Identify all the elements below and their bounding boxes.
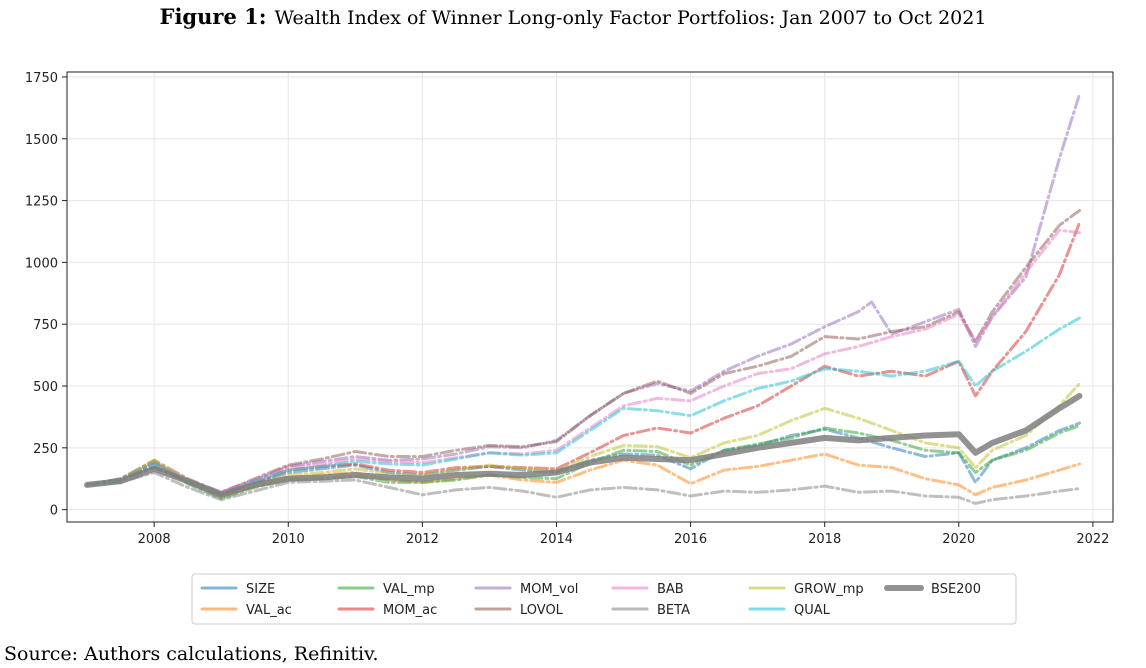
legend-label: GROW_mp xyxy=(794,582,864,597)
y-tick-label: 1750 xyxy=(25,71,58,86)
y-tick-label: 250 xyxy=(33,442,58,457)
legend-label: QUAL xyxy=(794,603,831,618)
x-tick-label: 2022 xyxy=(1076,532,1109,547)
y-tick-label: 0 xyxy=(50,504,58,519)
y-tick-label: 500 xyxy=(33,380,58,395)
series-line-bab xyxy=(85,228,1081,494)
legend-box xyxy=(191,573,1017,625)
figure-number: Figure 1: xyxy=(159,4,267,29)
legend-label: SIZE xyxy=(246,582,275,597)
x-tick-label: 2012 xyxy=(406,532,439,547)
series-line-bse200 xyxy=(84,392,1083,498)
x-tick-label: 2016 xyxy=(674,532,707,547)
source-note: Source: Authors calculations, Refinitiv. xyxy=(4,643,379,665)
x-tick-label: 2020 xyxy=(942,532,975,547)
y-tick-label: 750 xyxy=(33,318,58,333)
legend-label: BETA xyxy=(657,603,690,618)
figure-title-text: Wealth Index of Winner Long-only Factor … xyxy=(274,7,987,29)
series-line-grow-mp xyxy=(85,382,1081,498)
x-tick-label: 2008 xyxy=(138,532,171,547)
series-line-beta xyxy=(85,471,1081,505)
y-tick-label: 1250 xyxy=(25,195,58,210)
legend-label: MOM_ac xyxy=(383,603,437,618)
legend-label: BAB xyxy=(657,582,684,597)
series-line-mom-ac xyxy=(85,221,1081,497)
legend-label: MOM_vol xyxy=(520,582,578,597)
legend-label: LOVOL xyxy=(520,603,564,618)
legend-label: VAL_ac xyxy=(246,603,292,618)
plot-frame xyxy=(66,71,1114,523)
x-tick-label: 2010 xyxy=(272,532,305,547)
y-tick-label: 1000 xyxy=(25,256,58,271)
figure-title: Figure 1: Wealth Index of Winner Long-onl… xyxy=(0,4,1146,29)
series-line-qual xyxy=(85,316,1081,497)
x-tick-label: 2014 xyxy=(540,532,573,547)
x-tick-label: 2018 xyxy=(808,532,841,547)
legend-label: VAL_mp xyxy=(383,582,435,597)
legend-label: BSE200 xyxy=(931,582,981,597)
y-tick-label: 1500 xyxy=(25,133,58,148)
